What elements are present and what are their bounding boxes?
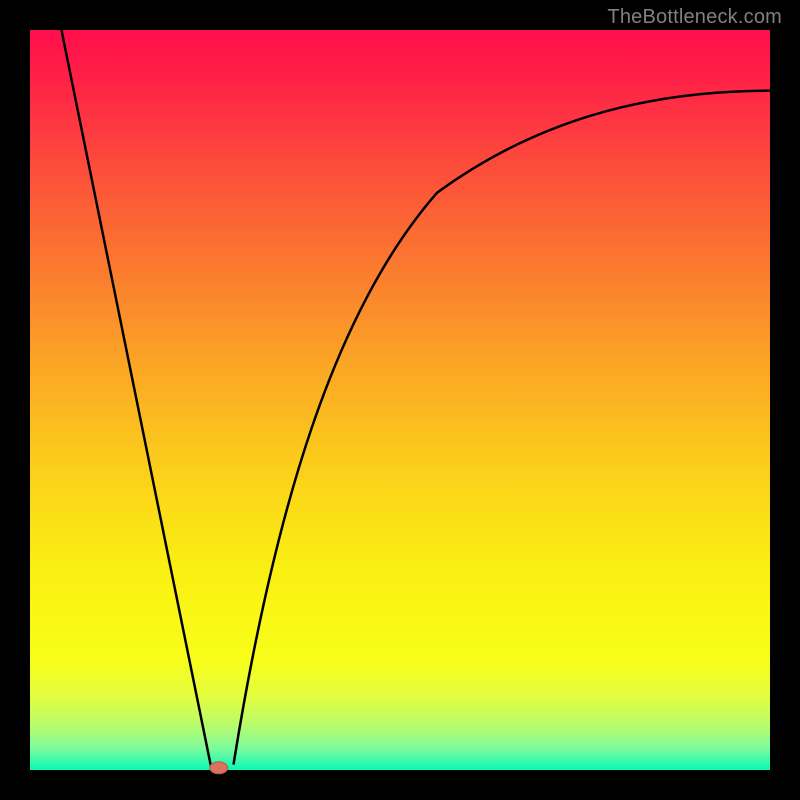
- chart-container: TheBottleneck.com: [0, 0, 800, 800]
- curve-right-branch: [234, 91, 771, 765]
- curve-layer: [0, 0, 800, 800]
- minimum-marker: [210, 762, 228, 774]
- curve-left-branch: [61, 30, 211, 768]
- watermark-text: TheBottleneck.com: [607, 6, 782, 29]
